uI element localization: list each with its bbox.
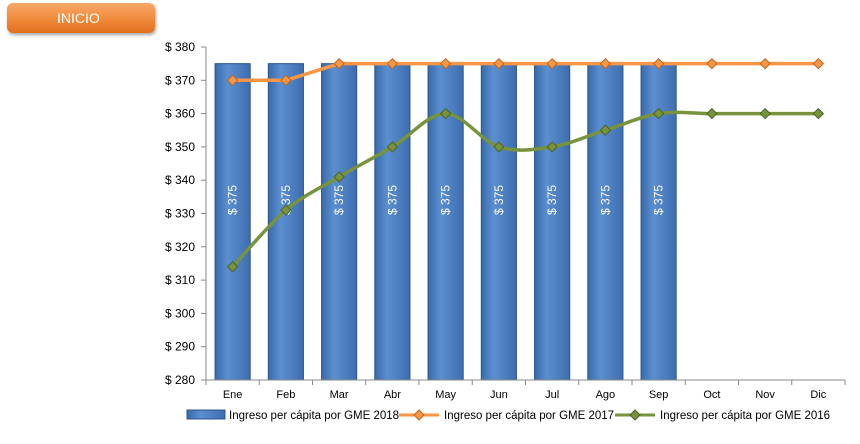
legend-marker-2017 bbox=[413, 409, 425, 421]
point-2016 bbox=[812, 107, 825, 120]
point-2017 bbox=[333, 57, 345, 70]
series-line-2017 bbox=[232, 61, 819, 83]
bar-2018 bbox=[587, 63, 624, 381]
y-tick-label: $ 380 bbox=[165, 40, 195, 54]
x-tick-label: Jun bbox=[490, 389, 508, 401]
y-tick-label: $ 310 bbox=[165, 273, 195, 287]
y-tick-label: $ 330 bbox=[165, 207, 195, 221]
x-tick-label: Oct bbox=[703, 389, 720, 401]
point-2016 bbox=[226, 261, 239, 273]
point-2017 bbox=[493, 57, 505, 70]
point-2017 bbox=[812, 57, 825, 70]
x-tick-label: Feb bbox=[276, 389, 295, 401]
bar-2018 bbox=[374, 63, 411, 381]
point-2017 bbox=[439, 57, 452, 70]
y-axis: $ 380 $ 370 $ 360 $ 350 $ 340 $ 330 $ 320 $ 310… bbox=[165, 40, 207, 387]
point-2016 bbox=[439, 107, 452, 120]
point-2017 bbox=[546, 57, 558, 70]
legend-label-2017: Ingreso per cápita por GME 2017 bbox=[444, 410, 614, 422]
y-tick-label: $ 370 bbox=[165, 73, 195, 87]
bar-2018 bbox=[214, 63, 251, 381]
point-2016 bbox=[599, 124, 612, 136]
legend-marker-2016 bbox=[629, 409, 641, 421]
y-tick-label: $ 340 bbox=[165, 173, 195, 187]
inicio-button[interactable]: INICIO bbox=[7, 3, 155, 33]
x-tick-label: Ago bbox=[596, 389, 616, 401]
x-tick-label: May bbox=[435, 389, 456, 401]
legend-label-2018: Ingreso per cápita por GME 2018 bbox=[229, 410, 399, 422]
x-axis: Ene Feb Mar Abr May Jun Jul Ago Sep Oct Nov Dic bbox=[205, 379, 846, 401]
legend-label-2016: Ingreso per cápita por GME 2016 bbox=[660, 410, 830, 422]
y-tick-label: $ 350 bbox=[165, 140, 195, 154]
point-2016 bbox=[493, 141, 505, 153]
point-2017 bbox=[280, 74, 292, 87]
legend-swatch-2018 bbox=[186, 409, 226, 420]
y-tick-label: $ 290 bbox=[165, 340, 195, 354]
legend: Ingreso per cápita por GME 2018 Ingreso p… bbox=[186, 409, 830, 422]
bar-data-label: $ 375 bbox=[385, 185, 399, 215]
bar-data-label: $ 375 bbox=[332, 185, 346, 215]
x-tick-label: Nov bbox=[755, 389, 775, 401]
bar-data-label: $ 375 bbox=[492, 185, 506, 215]
bar-2018 bbox=[321, 63, 358, 381]
line-2016 bbox=[226, 107, 825, 273]
point-2016 bbox=[759, 107, 771, 120]
x-tick-label: Ene bbox=[223, 389, 243, 401]
point-2016 bbox=[333, 171, 345, 183]
bar-data-label: $ 375 bbox=[598, 185, 612, 215]
bar-2018 bbox=[534, 63, 571, 381]
x-tick-label: Jul bbox=[545, 389, 559, 401]
line-2017 bbox=[226, 57, 825, 87]
bar-data-label: $ 375 bbox=[226, 185, 240, 215]
point-2017 bbox=[652, 57, 665, 70]
x-tick-label: Mar bbox=[330, 389, 349, 401]
point-2017 bbox=[599, 57, 612, 70]
point-2017 bbox=[226, 74, 239, 87]
point-2016 bbox=[386, 141, 399, 153]
point-2017 bbox=[706, 57, 718, 70]
point-2017 bbox=[759, 57, 771, 70]
point-2016 bbox=[280, 204, 292, 216]
x-tick-label: Abr bbox=[384, 389, 401, 401]
bar-data-label: $ 375 bbox=[652, 185, 666, 215]
point-2016 bbox=[706, 107, 718, 120]
y-tick-label: $ 360 bbox=[165, 107, 195, 121]
bar-2018 bbox=[480, 63, 517, 381]
point-2016 bbox=[546, 141, 558, 153]
y-tick-label: $ 280 bbox=[165, 373, 195, 387]
point-2017 bbox=[386, 57, 399, 70]
bar-data-label: $ 375 bbox=[545, 185, 559, 215]
point-2016 bbox=[652, 107, 665, 120]
series-line-2016 bbox=[231, 110, 819, 268]
y-tick-label: $ 320 bbox=[165, 240, 195, 254]
x-tick-label: Sep bbox=[649, 389, 669, 401]
bar-data-label: $ 375 bbox=[439, 185, 453, 215]
x-tick-label: Dic bbox=[810, 389, 826, 401]
y-tick-label: $ 300 bbox=[165, 306, 195, 320]
